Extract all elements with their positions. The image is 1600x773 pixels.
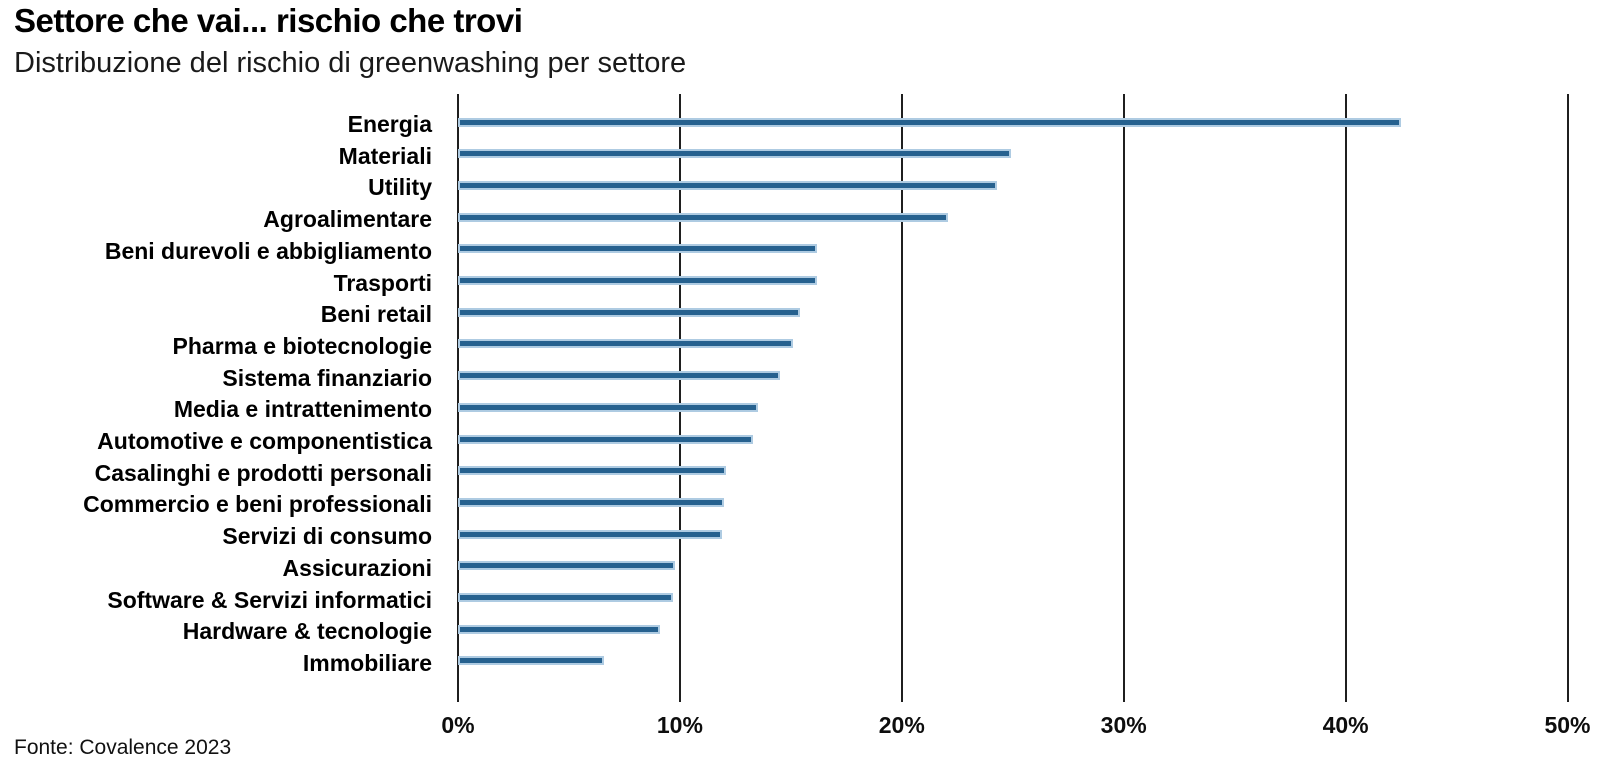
category-label: Beni durevoli e abbigliamento <box>104 237 432 264</box>
source-note: Fonte: Covalence 2023 <box>14 736 232 759</box>
x-tick-label: 10% <box>656 712 703 738</box>
category-label: Trasporti <box>333 269 432 296</box>
bar <box>458 593 674 602</box>
x-tick-label: 50% <box>1544 712 1591 738</box>
bar <box>458 180 998 190</box>
category-label: Immobiliare <box>302 649 432 676</box>
bar <box>458 117 1402 127</box>
bar <box>458 339 794 349</box>
category-label: Casalinghi e prodotti personali <box>94 459 432 486</box>
bar <box>458 497 725 507</box>
bar <box>458 434 754 444</box>
category-label: Utility <box>368 174 432 201</box>
bar <box>458 656 605 666</box>
bar <box>458 371 780 381</box>
gridline-30pct <box>1122 94 1125 702</box>
category-label: Agroalimentare <box>263 206 432 233</box>
chart-title: Settore che vai... rischio che trovi <box>14 2 523 39</box>
category-label: Software & Servizi informatici <box>107 586 432 613</box>
bar <box>458 149 1011 159</box>
bar <box>458 244 818 254</box>
x-tick-label: 30% <box>1100 712 1147 738</box>
gridline-40pct <box>1344 94 1347 702</box>
gridline-20pct <box>900 94 903 702</box>
bar <box>458 561 676 571</box>
chart-subtitle: Distribuzione del rischio di greenwashin… <box>14 47 687 79</box>
bar <box>458 402 758 412</box>
bar <box>458 624 660 634</box>
category-label: Assicurazioni <box>282 554 432 581</box>
category-label: Commercio e beni professionali <box>83 491 432 518</box>
category-label: Pharma e biotecnologie <box>172 332 432 359</box>
category-label: Hardware & tecnologie <box>182 618 432 645</box>
category-label: Materiali <box>338 142 432 169</box>
bar <box>458 466 727 476</box>
x-tick-label: 20% <box>878 712 925 738</box>
x-tick-label: 0% <box>441 712 475 738</box>
bar <box>458 212 949 222</box>
x-tick-label: 40% <box>1322 712 1369 738</box>
gridline-10pct <box>678 94 681 702</box>
category-label: Media e intrattenimento <box>173 396 432 423</box>
bar <box>458 529 723 539</box>
category-label: Energia <box>347 111 432 137</box>
category-label: Sistema finanziario <box>222 364 432 391</box>
category-label: Beni retail <box>320 301 432 328</box>
category-label: Automotive e componentistica <box>97 428 432 454</box>
bar <box>458 307 800 317</box>
bar <box>458 276 818 285</box>
category-label: Servizi di consumo <box>222 523 432 550</box>
gridline-0pct <box>457 94 459 702</box>
gridline-50pct <box>1566 94 1569 702</box>
